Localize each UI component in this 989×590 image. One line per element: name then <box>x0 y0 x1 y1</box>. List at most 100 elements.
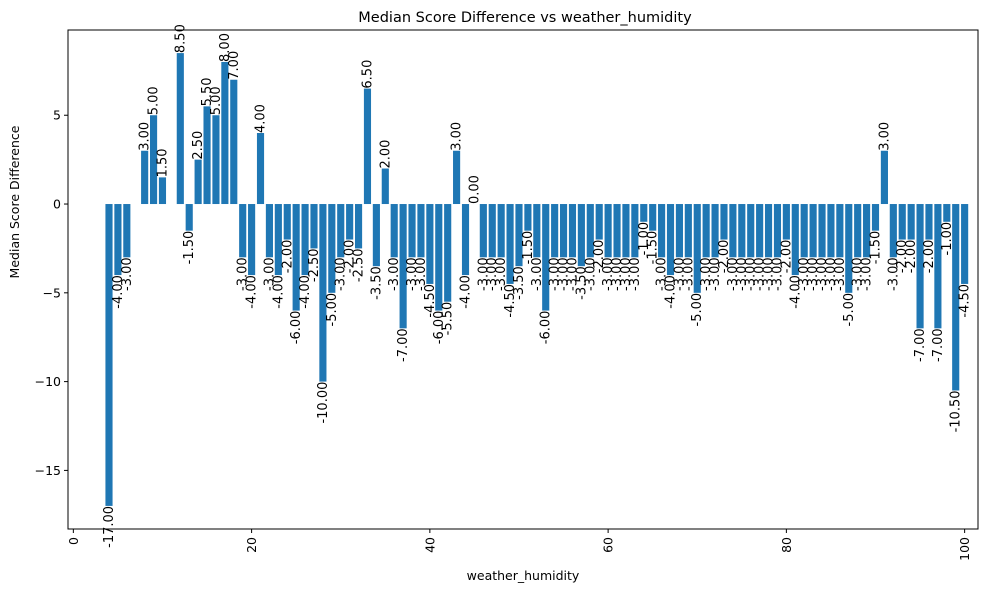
data-labels-layer: -17.00-4.00-3.003.005.001.508.50-1.502.5… <box>102 24 973 548</box>
data-label-56: -3.00 <box>565 257 580 291</box>
data-label-85: -3.00 <box>824 257 839 291</box>
bar-50 <box>515 204 523 267</box>
data-label-63: -3.00 <box>628 257 643 291</box>
data-label-59: -2.00 <box>592 240 607 274</box>
bar-59 <box>595 204 603 240</box>
bar-46 <box>479 204 487 258</box>
data-label-29: -5.00 <box>325 293 340 327</box>
data-label-92: -3.00 <box>886 257 901 291</box>
bar-88 <box>854 204 862 258</box>
data-label-24: -2.00 <box>280 240 295 274</box>
data-label-37: -7.00 <box>396 328 411 362</box>
bar-21 <box>256 133 265 205</box>
bar-64 <box>640 204 648 222</box>
bar-76 <box>747 204 755 258</box>
bar-65 <box>649 204 657 231</box>
data-label-52: -3.00 <box>530 257 545 291</box>
data-label-84: -3.00 <box>815 257 830 291</box>
data-label-40: -4.50 <box>423 284 438 318</box>
bar-79 <box>773 204 782 258</box>
data-label-78: -3.00 <box>762 257 777 291</box>
data-label-46: -3.00 <box>476 257 491 291</box>
bar-40 <box>426 204 434 284</box>
bar-61 <box>613 204 621 258</box>
data-label-58: -3.00 <box>583 257 598 291</box>
bar-84 <box>818 204 826 258</box>
y-tick-label: −15 <box>35 463 61 478</box>
bar-91 <box>880 150 888 205</box>
data-label-67: -4.00 <box>664 275 679 309</box>
bar-28 <box>319 204 327 382</box>
data-label-76: -3.00 <box>744 257 759 291</box>
bar-31 <box>346 204 354 240</box>
x-tick-label: 20 <box>244 537 259 553</box>
data-label-48: -3.00 <box>494 257 509 291</box>
data-label-89: -3.00 <box>860 257 875 291</box>
data-label-91: 3.00 <box>877 122 892 151</box>
bar-67 <box>666 204 675 276</box>
data-label-99: -10.50 <box>949 390 964 432</box>
bar-23 <box>274 204 282 276</box>
data-label-16: 5.00 <box>209 86 224 115</box>
bar-16 <box>212 115 220 205</box>
data-label-14: 2.50 <box>191 131 206 160</box>
data-label-13: -1.50 <box>182 231 197 265</box>
bar-90 <box>871 204 880 231</box>
bar-9 <box>150 115 158 205</box>
bar-73 <box>720 204 728 240</box>
data-label-65: -1.50 <box>646 231 661 265</box>
data-label-51: -1.50 <box>521 231 536 265</box>
data-label-72: -3.00 <box>708 257 723 291</box>
bar-37 <box>399 204 407 329</box>
data-label-21: 4.00 <box>254 104 269 133</box>
data-label-27: -2.50 <box>307 248 322 282</box>
data-label-12: 8.50 <box>173 24 188 53</box>
data-label-23: -4.00 <box>271 275 286 309</box>
bar-19 <box>239 204 247 258</box>
bar-4 <box>105 204 113 506</box>
data-label-73: -2.00 <box>717 240 732 274</box>
data-label-94: -2.00 <box>904 240 919 274</box>
data-label-50: -3.50 <box>512 266 527 300</box>
bars-layer <box>105 53 969 506</box>
bar-71 <box>702 204 710 258</box>
data-label-64: -1.00 <box>637 222 652 256</box>
data-label-96: -2.00 <box>922 240 937 274</box>
data-label-86: -3.00 <box>833 257 848 291</box>
data-label-60: -3.00 <box>601 257 616 291</box>
data-label-9: 5.00 <box>147 86 162 115</box>
data-label-22: -3.00 <box>262 257 277 291</box>
x-tick-label: 60 <box>601 537 616 553</box>
bar-93 <box>898 204 906 240</box>
bar-86 <box>836 204 844 258</box>
bar-33 <box>363 88 372 205</box>
data-label-87: -5.00 <box>842 293 857 327</box>
bar-26 <box>301 204 309 276</box>
bar-89 <box>863 204 871 258</box>
bar-99 <box>952 204 960 391</box>
chart-title: Median Score Difference vs weather_humid… <box>358 10 692 26</box>
data-label-70: -5.00 <box>690 293 705 327</box>
bar-29 <box>328 204 336 293</box>
bar-83 <box>809 204 817 258</box>
data-label-55: -3.00 <box>557 257 572 291</box>
bar-87 <box>845 204 853 293</box>
data-label-33: 6.50 <box>360 60 375 89</box>
plot-frame <box>67 29 979 530</box>
bar-95 <box>916 204 924 329</box>
bar-17 <box>221 61 229 205</box>
data-label-57: -3.50 <box>574 266 589 300</box>
bar-85 <box>827 204 835 258</box>
data-label-17: 8.00 <box>218 33 233 62</box>
bar-18 <box>230 79 238 205</box>
bar-32 <box>354 204 363 249</box>
x-tick-label: 100 <box>957 537 972 561</box>
data-label-39: -3.00 <box>414 257 429 291</box>
bar-10 <box>158 177 167 205</box>
bar-49 <box>506 204 514 284</box>
bar-14 <box>194 159 202 205</box>
data-label-43: 3.00 <box>450 122 465 151</box>
bar-74 <box>729 204 737 258</box>
data-label-5: -4.00 <box>111 275 126 309</box>
